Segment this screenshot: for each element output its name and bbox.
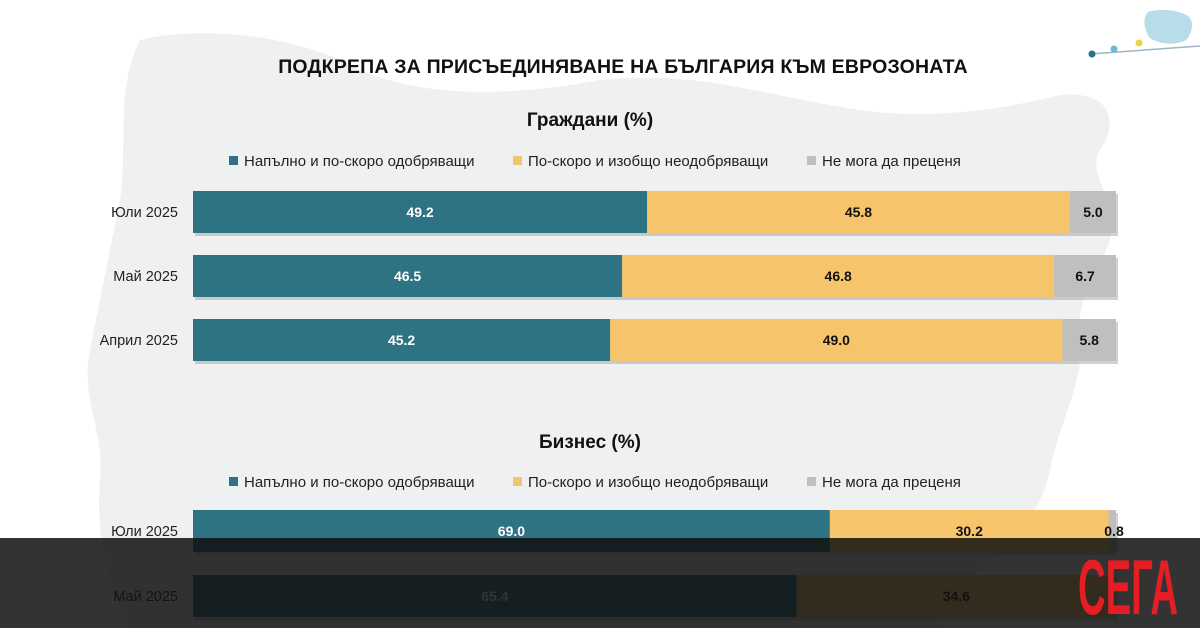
bar-segment: [1062, 319, 1116, 361]
bar-segment: [622, 255, 1055, 297]
data-label: 46.8: [825, 268, 852, 284]
bar-segment: [193, 255, 623, 297]
chart-title: ПОДКРЕПА ЗА ПРИСЪЕДИНЯВАНЕ НА БЪЛГАРИЯ К…: [278, 56, 968, 78]
legend-item-approve: Напълно и по-скоро одобряващи: [229, 474, 475, 491]
business-chart-subtitle: Бизнес (%): [539, 432, 641, 453]
legend-item-approve: Напълно и по-скоро одобряващи: [229, 153, 475, 170]
citizens-chart-subtitle: Граждани (%): [526, 110, 654, 131]
sega-logo: СЕГА: [1078, 546, 1178, 620]
data-label: 45.2: [388, 332, 415, 348]
category-label: Април 2025: [100, 333, 178, 349]
bar-segment: [1069, 191, 1116, 233]
category-label: Юли 2025: [111, 205, 178, 221]
category-label: Юли 2025: [111, 524, 178, 540]
corner-logo-icon: [1088, 9, 1200, 58]
legend-item-unsure: Не мога да преценя: [807, 153, 961, 170]
category-label: Май 2025: [113, 269, 178, 285]
data-label: 5.0: [1083, 204, 1103, 220]
data-label: 5.8: [1079, 332, 1099, 348]
bar-segment: [1108, 510, 1116, 552]
bottom-dark-overlay: [0, 538, 1200, 628]
data-label: 0.8: [1104, 523, 1124, 539]
data-label: 49.0: [823, 332, 850, 348]
data-label: 45.8: [845, 204, 872, 220]
bar-segment: [1054, 255, 1116, 297]
bar-segment: [647, 191, 1070, 233]
data-label: 30.2: [956, 523, 983, 539]
legend-item-unsure: Не мога да преценя: [807, 474, 961, 491]
data-label: 46.5: [394, 268, 421, 284]
bar-segment: [193, 191, 648, 233]
bar-segment: [610, 319, 1063, 361]
data-label: 49.2: [406, 204, 433, 220]
data-label: 6.7: [1075, 268, 1095, 284]
data-label: 69.0: [498, 523, 525, 539]
legend-item-disapprove: По-скоро и изобщо неодобряващи: [513, 474, 768, 491]
svg-text:СЕГА: СЕГА: [1078, 546, 1178, 620]
legend-item-disapprove: По-скоро и изобщо неодобряващи: [513, 153, 768, 170]
bar-segment: [193, 319, 611, 361]
